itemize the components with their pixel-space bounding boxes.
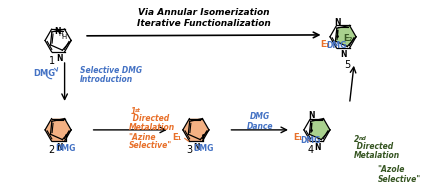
Text: 4: 4	[308, 145, 314, 155]
Text: N: N	[56, 54, 62, 63]
Text: H: H	[61, 34, 67, 40]
Text: N: N	[334, 18, 341, 27]
Polygon shape	[335, 25, 356, 47]
Text: E₁: E₁	[320, 40, 329, 49]
Text: N: N	[308, 111, 315, 120]
Text: E₁: E₁	[294, 133, 303, 142]
Text: DMG: DMG	[250, 112, 270, 121]
Text: st: st	[135, 109, 141, 114]
Text: Selective": Selective"	[128, 141, 172, 150]
Text: 2: 2	[48, 145, 55, 155]
Text: Dance: Dance	[246, 122, 273, 131]
Text: Iterative Functionalization: Iterative Functionalization	[137, 19, 271, 28]
Text: N: N	[314, 143, 321, 152]
Text: DMG: DMG	[301, 136, 321, 145]
Text: Introduction: Introduction	[79, 75, 133, 84]
Text: Metalation: Metalation	[128, 123, 175, 132]
Text: 2: 2	[354, 135, 359, 144]
Text: "Azine: "Azine	[128, 133, 156, 142]
Text: 5: 5	[345, 60, 351, 70]
Text: DMG: DMG	[327, 41, 347, 50]
Text: 1: 1	[130, 107, 136, 116]
Text: "Azole: "Azole	[378, 165, 405, 174]
Text: Via Annular Isomerization: Via Annular Isomerization	[138, 8, 270, 17]
Text: nd: nd	[359, 136, 367, 141]
Text: DMG: DMG	[33, 69, 55, 78]
Text: N: N	[55, 27, 61, 36]
Text: DMG: DMG	[193, 144, 213, 153]
Text: Selective": Selective"	[378, 175, 421, 184]
Text: 1: 1	[48, 56, 54, 66]
Text: DMG: DMG	[55, 144, 76, 153]
Text: 3: 3	[186, 145, 192, 155]
Text: Directed: Directed	[130, 114, 169, 123]
Polygon shape	[45, 119, 71, 141]
Text: N: N	[194, 143, 200, 152]
Text: Metalation: Metalation	[354, 151, 400, 160]
Polygon shape	[183, 119, 209, 141]
Text: N: N	[56, 143, 62, 152]
Text: H: H	[58, 32, 63, 37]
Text: Directed: Directed	[354, 142, 394, 151]
Polygon shape	[309, 119, 330, 140]
Text: Selective DMG: Selective DMG	[79, 66, 142, 75]
Text: E₁: E₁	[173, 133, 182, 142]
Text: N: N	[341, 50, 347, 59]
Text: E₂: E₂	[343, 34, 352, 43]
